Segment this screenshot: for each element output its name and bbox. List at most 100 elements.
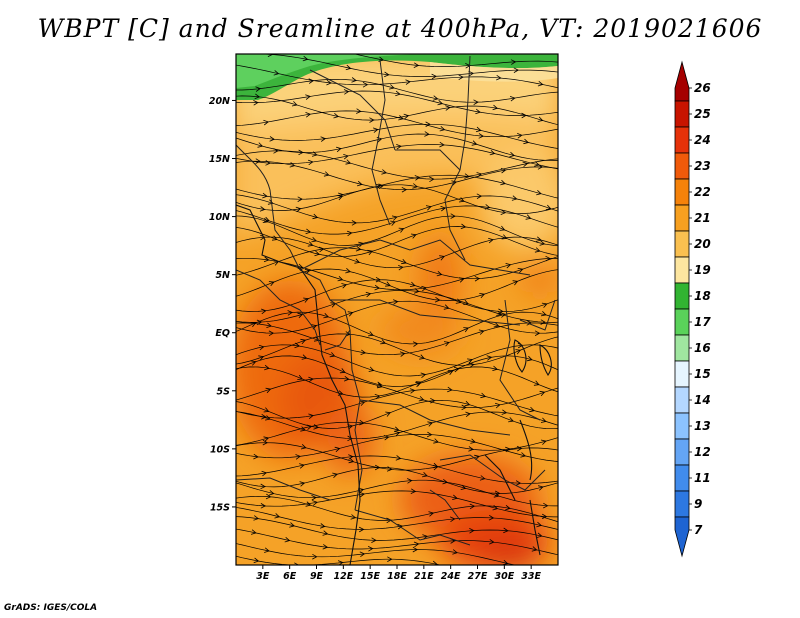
streamline — [236, 377, 558, 408]
streamline-arrow — [431, 73, 437, 80]
colorbar-swatch — [674, 204, 690, 232]
streamline-arrow — [536, 521, 543, 528]
x-tick-label: 15E — [360, 571, 380, 582]
y-tick-label: EQ — [215, 328, 230, 339]
streamline-arrow — [384, 71, 390, 78]
streamline-arrow — [305, 94, 311, 100]
streamline-arrow — [396, 144, 402, 150]
streamline — [236, 123, 558, 149]
streamline — [236, 174, 558, 200]
x-tick-label: 27E — [468, 571, 488, 582]
streamline-arrow — [367, 546, 374, 552]
streamline-arrow — [269, 136, 276, 142]
streamline-arrow — [351, 77, 357, 83]
colorbar-swatch — [674, 490, 690, 518]
streamline-arrow — [398, 115, 404, 121]
streamline-arrow — [385, 281, 391, 287]
streamline-arrow — [493, 492, 500, 498]
streamline-arrow — [253, 515, 260, 521]
streamline-arrow — [264, 547, 270, 553]
streamline-arrow — [308, 413, 314, 420]
streamline-arrow — [391, 215, 398, 221]
colorbar-swatch — [674, 60, 690, 102]
streamline-arrow — [425, 121, 431, 128]
streamline-arrow — [460, 484, 467, 490]
streamline-arrow — [297, 312, 304, 319]
colorbar-swatch — [674, 152, 690, 180]
streamline-arrow — [480, 392, 487, 399]
x-tick-label: 12E — [333, 571, 353, 582]
streamline-arrow — [469, 528, 475, 534]
streamline-arrow — [517, 268, 524, 274]
streamline-arrow — [287, 310, 293, 316]
x-tick-label: 6E — [283, 571, 297, 582]
streamline-arrow — [393, 299, 399, 305]
streamline-arrow — [250, 322, 257, 328]
streamline-arrow — [337, 560, 344, 565]
streamline-arrow — [434, 296, 441, 303]
streamline — [236, 150, 558, 180]
streamline-arrow — [359, 491, 366, 498]
streamline — [353, 54, 558, 67]
colorbar-swatch — [674, 100, 690, 128]
colorbar-label: 18 — [694, 289, 711, 303]
streamline-arrow — [536, 532, 543, 538]
streamline-arrow — [439, 126, 446, 132]
chart-title: WBPT [C] and Sreamline at 400hPa, VT: 20… — [37, 14, 763, 43]
streamline-arrow — [465, 411, 471, 418]
y-tick-label: 15N — [209, 154, 230, 165]
streamline-arrow — [346, 230, 353, 237]
colorbar-label: 7 — [694, 523, 703, 537]
streamline-arrow — [432, 560, 438, 565]
streamline-arrow — [469, 503, 476, 510]
streamline-arrow — [257, 142, 264, 148]
country-borders — [236, 55, 556, 546]
colorbar-label: 17 — [694, 315, 711, 329]
streamline-arrow — [461, 404, 467, 411]
streamline-arrow — [372, 127, 379, 133]
streamline-arrow — [383, 435, 390, 441]
streamline-arrow — [333, 112, 340, 119]
streamline-arrow — [540, 439, 547, 445]
streamline-arrow — [474, 454, 480, 461]
streamline-arrow — [264, 364, 270, 371]
streamline-arrow — [510, 59, 517, 65]
streamline-arrow — [486, 355, 493, 361]
streamline-arrow — [515, 480, 522, 486]
streamline — [236, 64, 558, 89]
streamline-arrow — [451, 180, 458, 186]
streamline-arrow — [526, 355, 533, 362]
wbpt-shading — [236, 54, 558, 565]
streamline-arrow — [268, 281, 275, 287]
y-tick-label: 10S — [210, 444, 230, 455]
streamline-arrow — [260, 234, 266, 241]
streamline-arrow — [439, 141, 445, 148]
streamline-arrow — [484, 204, 491, 210]
streamline-arrow — [355, 245, 362, 252]
streamline-arrow — [253, 453, 259, 460]
streamline-arrow — [250, 529, 257, 535]
streamline-arrow — [531, 546, 538, 552]
colorbar-label: 15 — [694, 367, 711, 381]
streamline-arrow — [260, 503, 267, 509]
streamline-arrow — [359, 551, 366, 558]
colorbar-swatch — [674, 282, 690, 310]
streamline-arrow — [322, 530, 329, 536]
streamline — [236, 467, 558, 494]
streamline-arrow — [537, 164, 544, 170]
streamline-arrow — [323, 313, 330, 319]
streamline-arrow — [539, 240, 546, 246]
colorbar-label: 16 — [694, 341, 711, 355]
streamline-arrow — [358, 526, 365, 533]
streamline-arrow — [259, 206, 266, 212]
streamline-arrow — [311, 495, 317, 501]
x-tick-label: 21E — [414, 571, 434, 582]
streamline-arrow — [250, 360, 257, 366]
colorbar-label: 13 — [694, 419, 711, 433]
streamline-arrow — [540, 311, 547, 317]
streamline-arrow — [412, 341, 419, 347]
streamline-arrow — [453, 366, 460, 373]
x-tick-label: 18E — [387, 571, 407, 582]
streamline-arrow — [517, 342, 524, 349]
streamline-arrow — [422, 534, 428, 540]
